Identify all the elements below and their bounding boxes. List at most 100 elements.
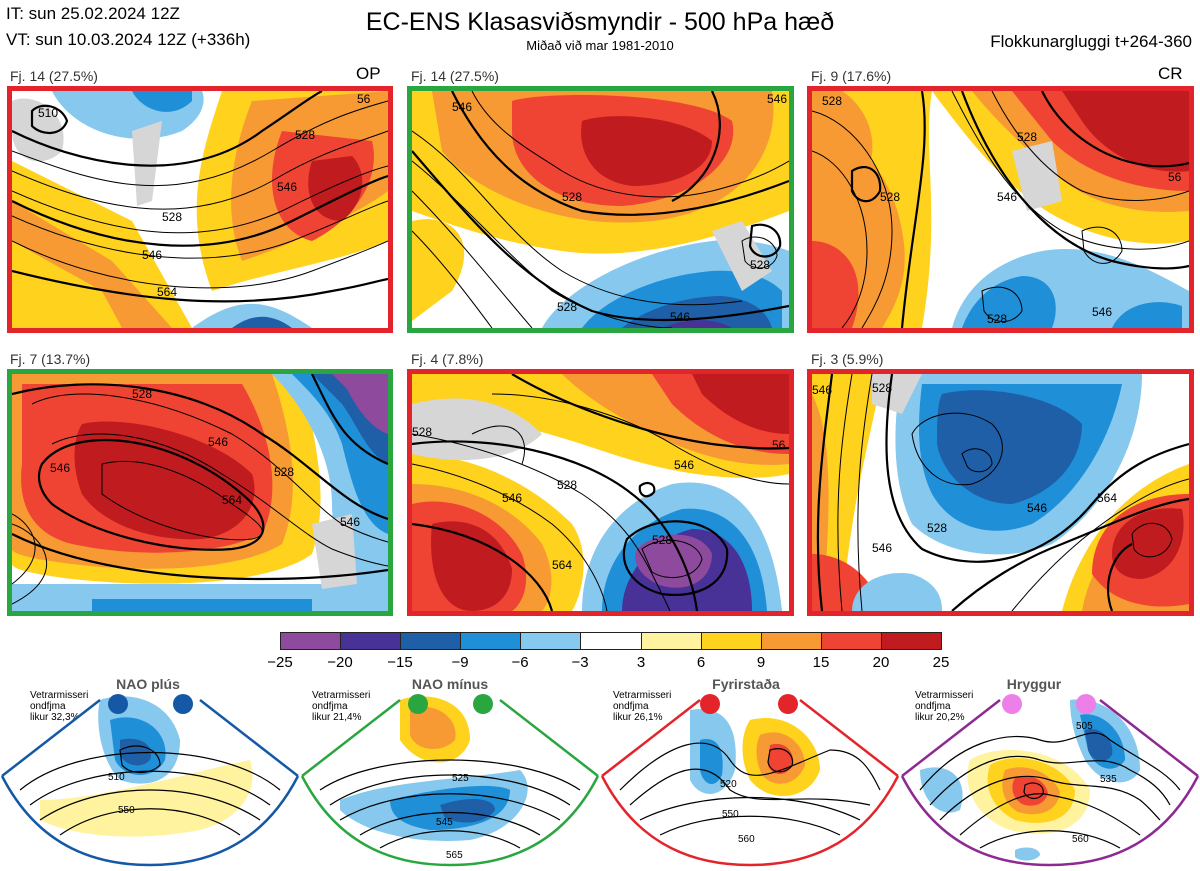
- contour-label: 560: [1072, 834, 1089, 845]
- contour-label: 546: [50, 461, 70, 475]
- contour-label: 510: [38, 106, 58, 120]
- regime-marker-dot: [1076, 694, 1096, 714]
- regime-2-note: Vetrarmisseri ondfjma likur 21,4%: [312, 690, 371, 723]
- contour-label: 560: [738, 834, 755, 845]
- cluster-map-1: 510 528 546 564 546 528 56: [7, 86, 393, 333]
- contour-label: 546: [997, 190, 1017, 204]
- regime-2-name: NAO mínus: [411, 676, 489, 692]
- contour-label: 546: [674, 458, 694, 472]
- contour-label: 528: [557, 300, 577, 314]
- colorbar-swatch: [461, 633, 522, 649]
- contour-label: 520: [720, 779, 737, 790]
- colorbar-ticks: −25 −20 −15 −9 −6 −3 3 6 9 15 20 25: [255, 654, 967, 674]
- colorbar-swatch: [821, 633, 882, 649]
- contour-label: 525: [452, 773, 469, 784]
- panel-3-label: Fj. 9 (17.6%): [811, 68, 892, 84]
- contour-label: 550: [118, 805, 135, 816]
- classification-window: Flokkunargluggi t+264-360: [990, 32, 1192, 51]
- contour-label: 528: [295, 128, 315, 142]
- regime-3-note: Vetrarmisseri ondfjma likur 26,1%: [613, 690, 672, 723]
- regime-map-ridge: 505 535 560: [900, 692, 1200, 867]
- contour-label: 56: [357, 92, 371, 106]
- colorbar-tick: 9: [756, 654, 766, 671]
- regime-marker-dot: [108, 694, 128, 714]
- contour-label: 528: [412, 425, 432, 439]
- colorbar-tick: −9: [451, 654, 469, 671]
- regime-marker-dot: [700, 694, 720, 714]
- contour-label: 546: [670, 310, 690, 324]
- colorbar-swatch: [341, 633, 402, 649]
- colorbar-swatch: [581, 633, 642, 649]
- cluster-map-4: 546 528 546 528 564 546: [7, 369, 393, 616]
- contour-label: 528: [1017, 130, 1037, 144]
- regime-1-name: NAO plús: [116, 676, 180, 692]
- panel-6-label: Fj. 3 (5.9%): [811, 351, 884, 367]
- contour-label: 564: [1097, 491, 1117, 505]
- colorbar-tick: −6: [511, 654, 529, 671]
- contour-label: 528: [132, 387, 152, 401]
- contour-label: 528: [162, 210, 182, 224]
- colorbar-tick: −25: [267, 654, 293, 671]
- colorbar-swatch: [401, 633, 462, 649]
- cluster-map-2: 528 546 528 528 546 546: [407, 86, 794, 333]
- contour-label: 546: [1027, 501, 1047, 515]
- colorbar-swatch: [701, 633, 762, 649]
- contour-label: 546: [872, 541, 892, 555]
- cluster-map-3: 528 528 546 528 528 546 56: [807, 86, 1194, 333]
- contour-label: 546: [452, 100, 472, 114]
- colorbar-swatch: [761, 633, 822, 649]
- regime-1-note: Vetrarmisseri ondfjma likur 32,3%: [30, 690, 89, 723]
- regime-marker-dot: [473, 694, 493, 714]
- panel-5-label: Fj. 4 (7.8%): [411, 351, 484, 367]
- valid-time: VT: sun 10.03.2024 12Z (+336h): [6, 30, 251, 49]
- contour-label: 528: [872, 381, 892, 395]
- regime-3-name: Fyrirstaða: [712, 676, 780, 692]
- colorbar-swatch: [641, 633, 702, 649]
- contour-label: 528: [652, 533, 672, 547]
- contour-label: 546: [208, 435, 228, 449]
- colorbar-swatch: [521, 633, 582, 649]
- contour-label: 564: [222, 493, 242, 507]
- colorbar-tick: 3: [636, 654, 646, 671]
- contour-label: 546: [277, 180, 297, 194]
- colorbar-tick: 20: [872, 654, 890, 671]
- panel-1-label: Fj. 14 (27.5%): [10, 68, 98, 84]
- regime-marker-dot: [1002, 694, 1022, 714]
- initial-time: IT: sun 25.02.2024 12Z: [6, 4, 180, 23]
- cluster-map-5: 528 546 528 564 546 528 56: [407, 369, 794, 616]
- page-title: EC-ENS Klasasviðsmyndir - 500 hPa hæð: [365, 8, 835, 36]
- contour-label: 535: [1100, 774, 1117, 785]
- contour-label: 528: [987, 312, 1007, 326]
- contour-label: 56: [1168, 170, 1182, 184]
- regime-marker-dot: [778, 694, 798, 714]
- colorbar-tick: 6: [696, 654, 706, 671]
- contour-label: 546: [1092, 305, 1112, 319]
- contour-label: 528: [822, 94, 842, 108]
- cluster-map-6: 546 528 546 528 564 546: [807, 369, 1194, 616]
- regime-map-blocking: 520 550 560: [600, 692, 900, 867]
- contour-label: 546: [767, 92, 787, 106]
- colorbar-tick: −20: [327, 654, 353, 671]
- colorbar-tick: −15: [387, 654, 413, 671]
- contour-label: 550: [722, 809, 739, 820]
- regime-map-nao-plus: 510 550: [0, 692, 300, 867]
- regime-4-note: Vetrarmisseri ondfjma likur 20,2%: [915, 690, 974, 723]
- colorbar-swatch: [881, 633, 942, 649]
- contour-label: 510: [108, 772, 125, 783]
- colorbar-tick: 25: [932, 654, 950, 671]
- regime-map-nao-minus: 525 545 565: [300, 692, 600, 867]
- contour-label: 564: [552, 558, 572, 572]
- contour-label: 528: [274, 465, 294, 479]
- panel-1-tag: OP: [356, 64, 381, 83]
- contour-label: 545: [436, 817, 453, 828]
- panel-2-label: Fj. 14 (27.5%): [411, 68, 499, 84]
- regime-marker-dot: [173, 694, 193, 714]
- regime-4-name: Hryggur: [1006, 676, 1062, 692]
- contour-label: 528: [750, 258, 770, 272]
- colorbar-tick: −3: [571, 654, 589, 671]
- colorbar-swatch: [281, 633, 342, 649]
- contour-label: 528: [927, 521, 947, 535]
- contour-label: 546: [502, 491, 522, 505]
- climate-reference: Miðað við mar 1981-2010: [526, 38, 674, 53]
- contour-label: 528: [557, 478, 577, 492]
